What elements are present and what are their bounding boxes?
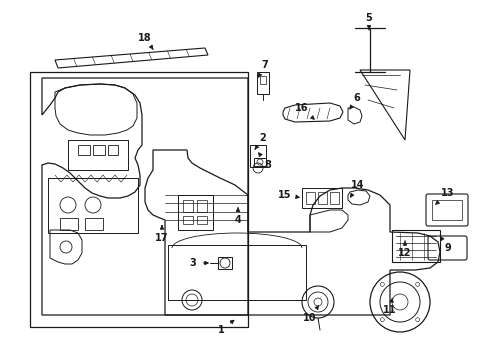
Text: 14: 14 [350, 180, 364, 197]
Text: 18: 18 [138, 33, 153, 49]
Bar [178, 195, 213, 230]
Bar [48, 178, 138, 233]
Bar [329, 192, 338, 204]
Bar [249, 145, 265, 167]
Bar [302, 188, 341, 208]
Bar [108, 145, 118, 155]
Text: 5: 5 [365, 13, 372, 30]
Bar [85, 218, 103, 230]
Bar [93, 145, 105, 155]
Bar [197, 200, 206, 212]
Text: 1: 1 [217, 320, 233, 335]
Bar [168, 245, 305, 300]
Bar [183, 216, 193, 224]
Bar [218, 257, 231, 269]
Text: 16: 16 [295, 103, 314, 119]
Text: 10: 10 [303, 306, 318, 323]
Bar [197, 216, 206, 224]
Bar [253, 158, 265, 166]
Text: 9: 9 [440, 237, 450, 253]
Bar [431, 200, 461, 220]
Bar [305, 192, 314, 204]
Bar [60, 218, 78, 230]
Text: 8: 8 [258, 153, 271, 170]
Text: 6: 6 [349, 93, 360, 109]
Bar [78, 145, 90, 155]
Bar [30, 72, 247, 327]
Text: 15: 15 [278, 190, 299, 200]
Bar [391, 230, 439, 262]
Text: 2: 2 [254, 133, 266, 149]
Text: 3: 3 [189, 258, 208, 268]
Text: 4: 4 [234, 208, 241, 225]
Bar [257, 72, 268, 94]
Bar [68, 140, 128, 170]
Text: 11: 11 [383, 298, 396, 315]
Text: 12: 12 [397, 241, 411, 258]
Text: 17: 17 [155, 226, 168, 243]
Bar [183, 200, 193, 212]
Text: 13: 13 [435, 188, 454, 204]
Text: 7: 7 [258, 60, 268, 77]
Bar [260, 76, 265, 84]
Bar [317, 192, 326, 204]
